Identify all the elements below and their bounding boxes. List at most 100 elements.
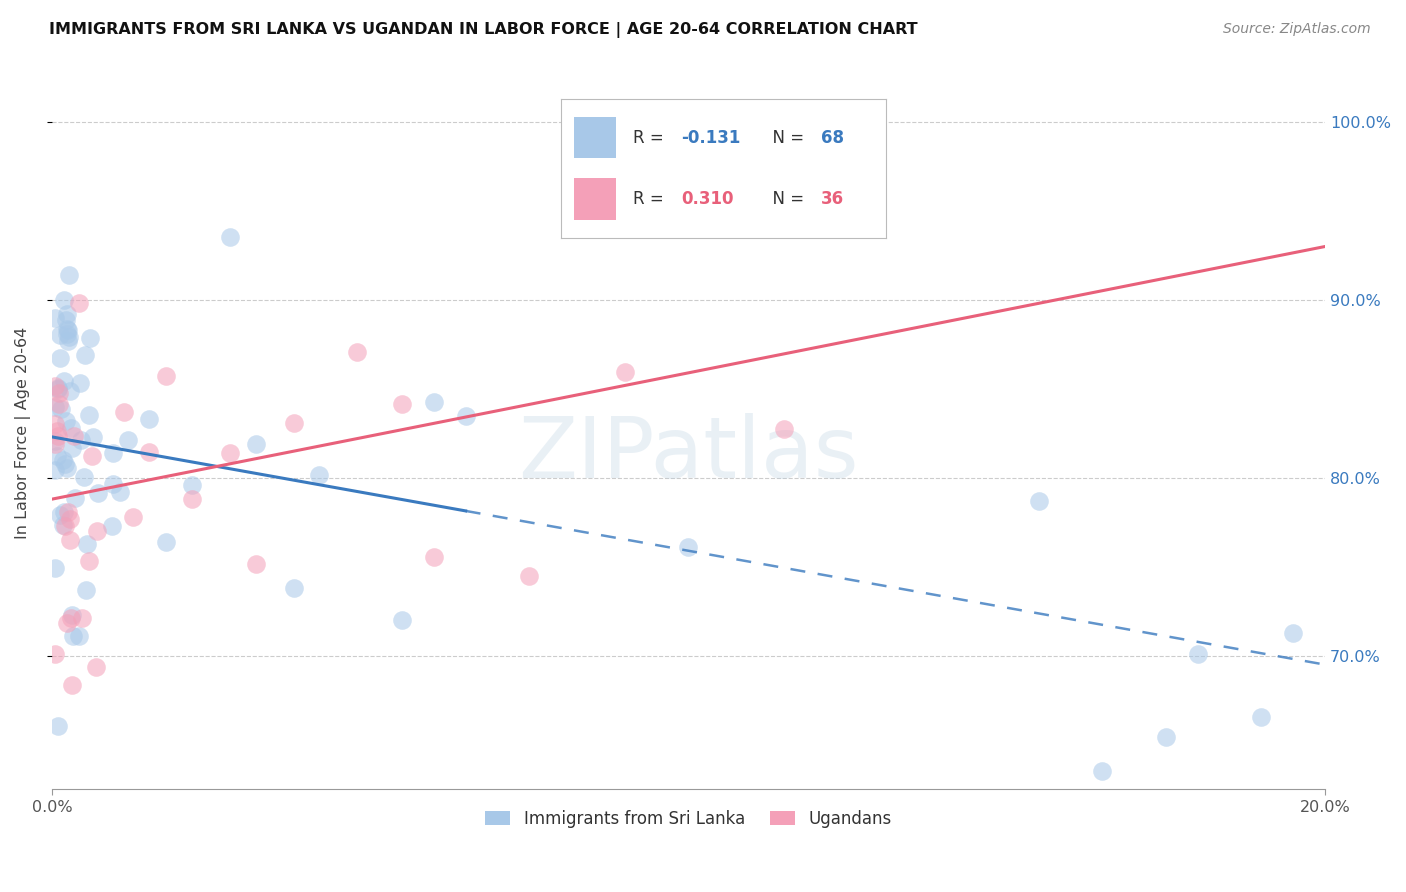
Point [56, 334, 79, 348]
Point [101, 476, 124, 491]
Point [77, 554, 100, 568]
Point [52, 374, 75, 388]
Point [1187, 647, 1209, 661]
Point [155, 534, 177, 549]
Point [44, 434, 66, 448]
Point [245, 436, 267, 450]
Text: IMMIGRANTS FROM SRI LANKA VS UGANDAN IN LABOR FORCE | AGE 20-64 CORRELATION CHAR: IMMIGRANTS FROM SRI LANKA VS UGANDAN IN … [49, 22, 918, 38]
Point [69, 376, 91, 391]
Point [87, 486, 110, 500]
Point [79, 331, 101, 345]
Point [58, 323, 80, 337]
Point [52, 293, 75, 308]
Point [1282, 626, 1305, 640]
Point [423, 394, 446, 409]
Point [58, 330, 80, 344]
Point [60, 678, 83, 692]
Point [138, 445, 160, 459]
Point [122, 509, 145, 524]
Point [283, 417, 305, 431]
Point [219, 446, 242, 460]
Point [58, 505, 80, 519]
Point [77, 408, 100, 422]
Point [59, 512, 82, 526]
Point [138, 412, 160, 426]
Point [52, 453, 75, 467]
Point [60, 608, 83, 623]
Point [283, 581, 305, 595]
Text: ZIPatlas: ZIPatlas [519, 413, 859, 496]
Point [48, 719, 70, 733]
Point [59, 533, 82, 547]
Point [76, 537, 98, 551]
Point [1154, 730, 1177, 744]
Point [53, 519, 76, 533]
Point [44, 648, 66, 662]
Point [75, 583, 97, 598]
Point [108, 484, 131, 499]
Point [678, 540, 700, 554]
Point [49, 327, 72, 342]
Point [69, 434, 91, 448]
Point [517, 569, 540, 583]
Point [45, 424, 67, 438]
Point [308, 467, 330, 482]
Point [70, 610, 93, 624]
Point [55, 414, 77, 428]
Point [55, 313, 77, 327]
Point [62, 629, 84, 643]
Point [58, 268, 80, 283]
Point [454, 409, 477, 423]
Point [44, 311, 66, 326]
Point [44, 417, 66, 431]
Point [80, 449, 103, 463]
Point [56, 307, 79, 321]
Point [53, 505, 76, 519]
Point [423, 549, 446, 564]
Point [180, 478, 202, 492]
Point [73, 469, 96, 483]
Point [56, 322, 79, 336]
Point [773, 421, 796, 435]
Point [44, 436, 66, 450]
Point [1091, 764, 1114, 779]
Point [613, 365, 636, 379]
Text: Source: ZipAtlas.com: Source: ZipAtlas.com [1223, 22, 1371, 37]
Point [112, 405, 135, 419]
Point [44, 560, 66, 574]
Point [44, 378, 66, 392]
Point [60, 611, 83, 625]
Point [45, 449, 67, 463]
Point [219, 230, 242, 244]
Point [51, 402, 73, 417]
Point [46, 383, 69, 397]
Point [101, 446, 124, 460]
Point [180, 492, 202, 507]
Point [1250, 710, 1272, 724]
Point [346, 344, 368, 359]
Legend: Immigrants from Sri Lanka, Ugandans: Immigrants from Sri Lanka, Ugandans [478, 803, 898, 834]
Point [84, 660, 107, 674]
Point [56, 461, 79, 475]
Point [48, 385, 70, 400]
Point [48, 397, 70, 411]
Point [63, 491, 86, 506]
Point [52, 517, 75, 532]
Point [67, 296, 90, 310]
Point [86, 524, 108, 539]
Point [44, 400, 66, 414]
Point [82, 430, 104, 444]
Point [117, 433, 139, 447]
Point [49, 351, 72, 366]
Point [73, 347, 96, 361]
Point [391, 613, 413, 627]
Point [56, 615, 79, 630]
Point [46, 380, 69, 394]
Point [391, 397, 413, 411]
Point [60, 441, 83, 455]
Point [155, 369, 177, 384]
Point [58, 384, 80, 398]
Point [59, 420, 82, 434]
Y-axis label: In Labor Force | Age 20-64: In Labor Force | Age 20-64 [15, 327, 31, 540]
Point [101, 519, 124, 533]
